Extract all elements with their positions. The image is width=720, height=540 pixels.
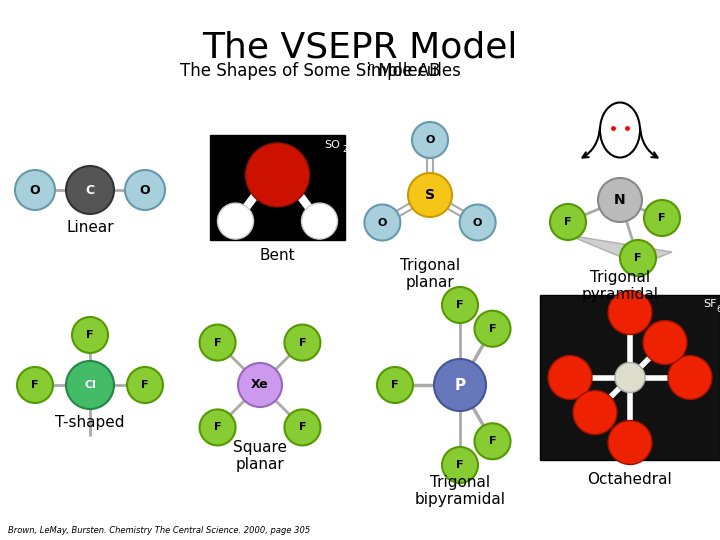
Text: F: F bbox=[86, 330, 94, 340]
Text: C: C bbox=[86, 184, 94, 197]
Text: F: F bbox=[564, 217, 572, 227]
Text: Trigonal
pyramidal: Trigonal pyramidal bbox=[582, 270, 659, 302]
Text: The VSEPR Model: The VSEPR Model bbox=[202, 30, 518, 64]
Circle shape bbox=[302, 203, 338, 239]
Circle shape bbox=[412, 122, 448, 158]
Text: O: O bbox=[473, 218, 482, 227]
Text: Molecules: Molecules bbox=[373, 62, 461, 80]
Circle shape bbox=[199, 409, 235, 445]
Text: Linear: Linear bbox=[66, 220, 114, 235]
Text: 6: 6 bbox=[716, 305, 720, 314]
Circle shape bbox=[127, 367, 163, 403]
Text: N: N bbox=[614, 193, 626, 207]
Circle shape bbox=[615, 362, 645, 393]
Text: Cl: Cl bbox=[84, 380, 96, 390]
Circle shape bbox=[246, 143, 310, 207]
Text: F: F bbox=[489, 323, 496, 334]
Polygon shape bbox=[568, 235, 672, 265]
Circle shape bbox=[620, 240, 656, 276]
Circle shape bbox=[284, 409, 320, 445]
Circle shape bbox=[474, 310, 510, 347]
Text: Trigonal
bipyramidal: Trigonal bipyramidal bbox=[415, 475, 505, 508]
Text: Brown, LeMay, Bursten. Chemistry The Central Science. 2000, page 305: Brown, LeMay, Bursten. Chemistry The Cen… bbox=[8, 526, 310, 535]
Circle shape bbox=[284, 325, 320, 361]
Circle shape bbox=[72, 317, 108, 353]
Text: O: O bbox=[30, 184, 40, 197]
Circle shape bbox=[17, 367, 53, 403]
Text: F: F bbox=[299, 338, 306, 348]
Text: F: F bbox=[658, 213, 666, 223]
Text: T-shaped: T-shaped bbox=[55, 415, 125, 430]
Circle shape bbox=[377, 367, 413, 403]
Text: O: O bbox=[378, 218, 387, 227]
Bar bbox=[540, 295, 720, 460]
Circle shape bbox=[608, 291, 652, 334]
Text: Octahedral: Octahedral bbox=[588, 472, 672, 487]
Circle shape bbox=[442, 447, 478, 483]
Text: F: F bbox=[634, 253, 642, 263]
Text: F: F bbox=[299, 422, 306, 433]
Circle shape bbox=[598, 178, 642, 222]
Circle shape bbox=[608, 421, 652, 464]
Circle shape bbox=[442, 287, 478, 323]
Circle shape bbox=[15, 170, 55, 210]
Circle shape bbox=[459, 205, 495, 240]
Circle shape bbox=[434, 359, 486, 411]
Circle shape bbox=[238, 363, 282, 407]
Circle shape bbox=[66, 361, 114, 409]
Text: Square
planar: Square planar bbox=[233, 440, 287, 472]
Text: SO: SO bbox=[324, 140, 340, 150]
Bar bbox=[210, 135, 345, 240]
Text: F: F bbox=[214, 422, 221, 433]
Text: P: P bbox=[454, 377, 466, 393]
Circle shape bbox=[217, 203, 253, 239]
Text: O: O bbox=[426, 135, 435, 145]
Text: n: n bbox=[368, 62, 375, 72]
Circle shape bbox=[125, 170, 165, 210]
Circle shape bbox=[199, 325, 235, 361]
Circle shape bbox=[548, 355, 592, 400]
Text: F: F bbox=[456, 300, 464, 310]
Text: Trigonal
planar: Trigonal planar bbox=[400, 258, 460, 291]
Text: Bent: Bent bbox=[260, 248, 295, 263]
Circle shape bbox=[474, 423, 510, 460]
Text: SF: SF bbox=[703, 299, 717, 309]
Circle shape bbox=[66, 166, 114, 214]
Circle shape bbox=[644, 200, 680, 236]
Text: 2: 2 bbox=[343, 145, 348, 154]
Text: Xe: Xe bbox=[251, 379, 269, 392]
Text: F: F bbox=[456, 460, 464, 470]
Circle shape bbox=[364, 205, 400, 240]
Text: O: O bbox=[140, 184, 150, 197]
Text: The Shapes of Some Simple AB: The Shapes of Some Simple AB bbox=[180, 62, 440, 80]
Circle shape bbox=[550, 204, 586, 240]
Text: F: F bbox=[391, 380, 399, 390]
Circle shape bbox=[573, 390, 617, 435]
Circle shape bbox=[408, 173, 452, 217]
Ellipse shape bbox=[600, 103, 640, 158]
Text: F: F bbox=[141, 380, 149, 390]
Circle shape bbox=[668, 355, 712, 400]
Text: F: F bbox=[214, 338, 221, 348]
Text: S: S bbox=[425, 188, 435, 202]
Text: F: F bbox=[489, 436, 496, 446]
Text: F: F bbox=[31, 380, 39, 390]
Circle shape bbox=[643, 321, 687, 364]
